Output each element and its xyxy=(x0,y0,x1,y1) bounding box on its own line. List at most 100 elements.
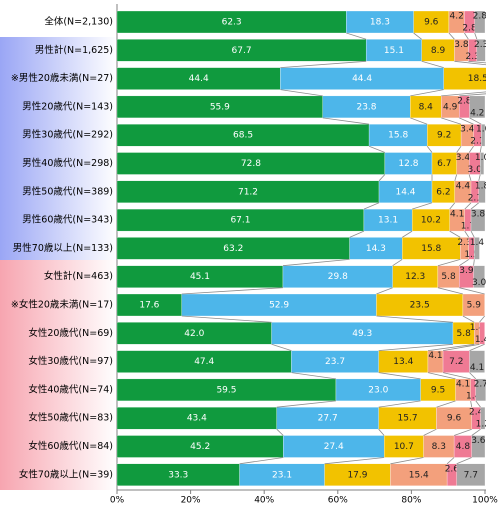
connector xyxy=(449,230,461,238)
connector xyxy=(442,372,471,380)
connector xyxy=(346,32,367,40)
value-label: 45.2 xyxy=(190,442,210,452)
connector xyxy=(280,89,323,97)
connector xyxy=(471,428,481,436)
value-label: 68.5 xyxy=(233,131,253,141)
value-label: 3.0 xyxy=(468,165,483,175)
value-label: 1.7 xyxy=(461,222,475,232)
value-label: 13.1 xyxy=(378,216,398,226)
connector xyxy=(378,428,385,436)
connector xyxy=(276,400,337,408)
value-label: 14.4 xyxy=(395,187,415,197)
connector xyxy=(423,428,437,436)
value-label: 43.4 xyxy=(187,414,207,424)
connector xyxy=(441,91,486,97)
value-label: 62.3 xyxy=(222,18,242,28)
connector xyxy=(456,145,462,153)
connector xyxy=(470,230,475,238)
value-label: 1.8 xyxy=(475,181,490,191)
connector xyxy=(390,457,424,465)
connector xyxy=(454,60,486,66)
value-label: 47.4 xyxy=(194,357,214,367)
value-label: 15.7 xyxy=(398,414,418,424)
category-label: 男性40歳代(N=298) xyxy=(22,157,113,169)
x-tick-label: 100% xyxy=(472,496,498,506)
value-label: 15.4 xyxy=(409,470,429,480)
connector xyxy=(475,400,481,408)
connector xyxy=(469,372,477,380)
bar-segment xyxy=(476,39,486,62)
connector xyxy=(459,117,474,125)
value-label: 55.9 xyxy=(210,102,230,112)
bar-segment xyxy=(469,95,486,119)
connector xyxy=(401,230,413,238)
category-label: 女性20歳代(N=69) xyxy=(28,327,113,339)
x-tick-label: 60% xyxy=(328,496,348,506)
bar-segment xyxy=(473,265,485,288)
value-label: 9.2 xyxy=(437,131,451,141)
value-label: 8.9 xyxy=(431,46,446,56)
connector xyxy=(462,315,475,323)
value-label: 2.1 xyxy=(468,193,482,203)
connector xyxy=(412,202,433,210)
bar-segment xyxy=(471,435,486,458)
connector xyxy=(421,60,444,68)
connector xyxy=(459,93,486,97)
value-label: 9.6 xyxy=(424,18,439,28)
connector xyxy=(376,315,454,323)
value-label: 3.4 xyxy=(456,153,471,163)
connector xyxy=(456,457,472,465)
connector xyxy=(479,146,482,153)
connector xyxy=(474,32,478,40)
plot: 62.3 18.3 9.6 4.2 2.8 2.8 67.7 15.1 8.9 3.8 2.3 2.3… xyxy=(117,10,490,486)
value-label: 1.5 xyxy=(464,250,478,260)
connector xyxy=(459,259,470,267)
value-label: 17.9 xyxy=(347,470,367,480)
value-label: 7.7 xyxy=(464,470,478,480)
category-label: 女性30歳代(N=97) xyxy=(28,355,113,367)
category-label: ※男性20歳未満(N=27) xyxy=(11,72,113,84)
x-tick-label: 0% xyxy=(110,496,125,506)
bar-segment xyxy=(474,237,480,260)
category-label: 男性計(N=1,625) xyxy=(35,44,113,56)
value-label: 67.1 xyxy=(230,216,250,226)
connector xyxy=(181,315,272,323)
value-label: 23.7 xyxy=(325,357,345,367)
bar-segment xyxy=(479,322,485,345)
value-label: 4.4 xyxy=(456,181,471,191)
value-label: 4.2 xyxy=(470,108,484,118)
value-label: 1.4 xyxy=(470,323,485,333)
value-label: 8.3 xyxy=(432,442,446,452)
male-band xyxy=(0,37,117,260)
value-label: 8.4 xyxy=(419,102,434,112)
value-label: 3.8 xyxy=(454,40,469,50)
value-label: 1.2 xyxy=(476,420,490,430)
connector xyxy=(459,287,485,295)
connector xyxy=(368,145,386,153)
bar-segment xyxy=(480,407,486,430)
connector xyxy=(448,32,455,40)
value-label: 18.5 xyxy=(468,74,488,84)
value-label: 52.9 xyxy=(269,301,289,311)
value-label: 23.1 xyxy=(272,470,292,480)
value-label: 2.3 xyxy=(457,238,471,248)
value-label: 10.2 xyxy=(421,216,441,226)
connector xyxy=(468,60,486,64)
connector xyxy=(291,372,337,380)
category-label: 女性50歳代(N=83) xyxy=(28,412,113,424)
connector xyxy=(469,343,485,351)
value-label: 12.8 xyxy=(398,159,418,169)
connector xyxy=(469,117,482,125)
connector xyxy=(271,343,292,351)
connector xyxy=(449,202,456,210)
bar-segment xyxy=(443,67,486,90)
connector xyxy=(276,428,284,436)
category-label: 女性40歳代(N=74) xyxy=(28,383,113,395)
connector xyxy=(378,372,421,380)
value-label: 15.1 xyxy=(384,46,404,56)
value-label: 4.8 xyxy=(456,442,471,452)
connector xyxy=(437,259,461,267)
value-label: 4.2 xyxy=(449,12,463,22)
value-label: 18.3 xyxy=(370,18,390,28)
connector xyxy=(441,117,462,125)
